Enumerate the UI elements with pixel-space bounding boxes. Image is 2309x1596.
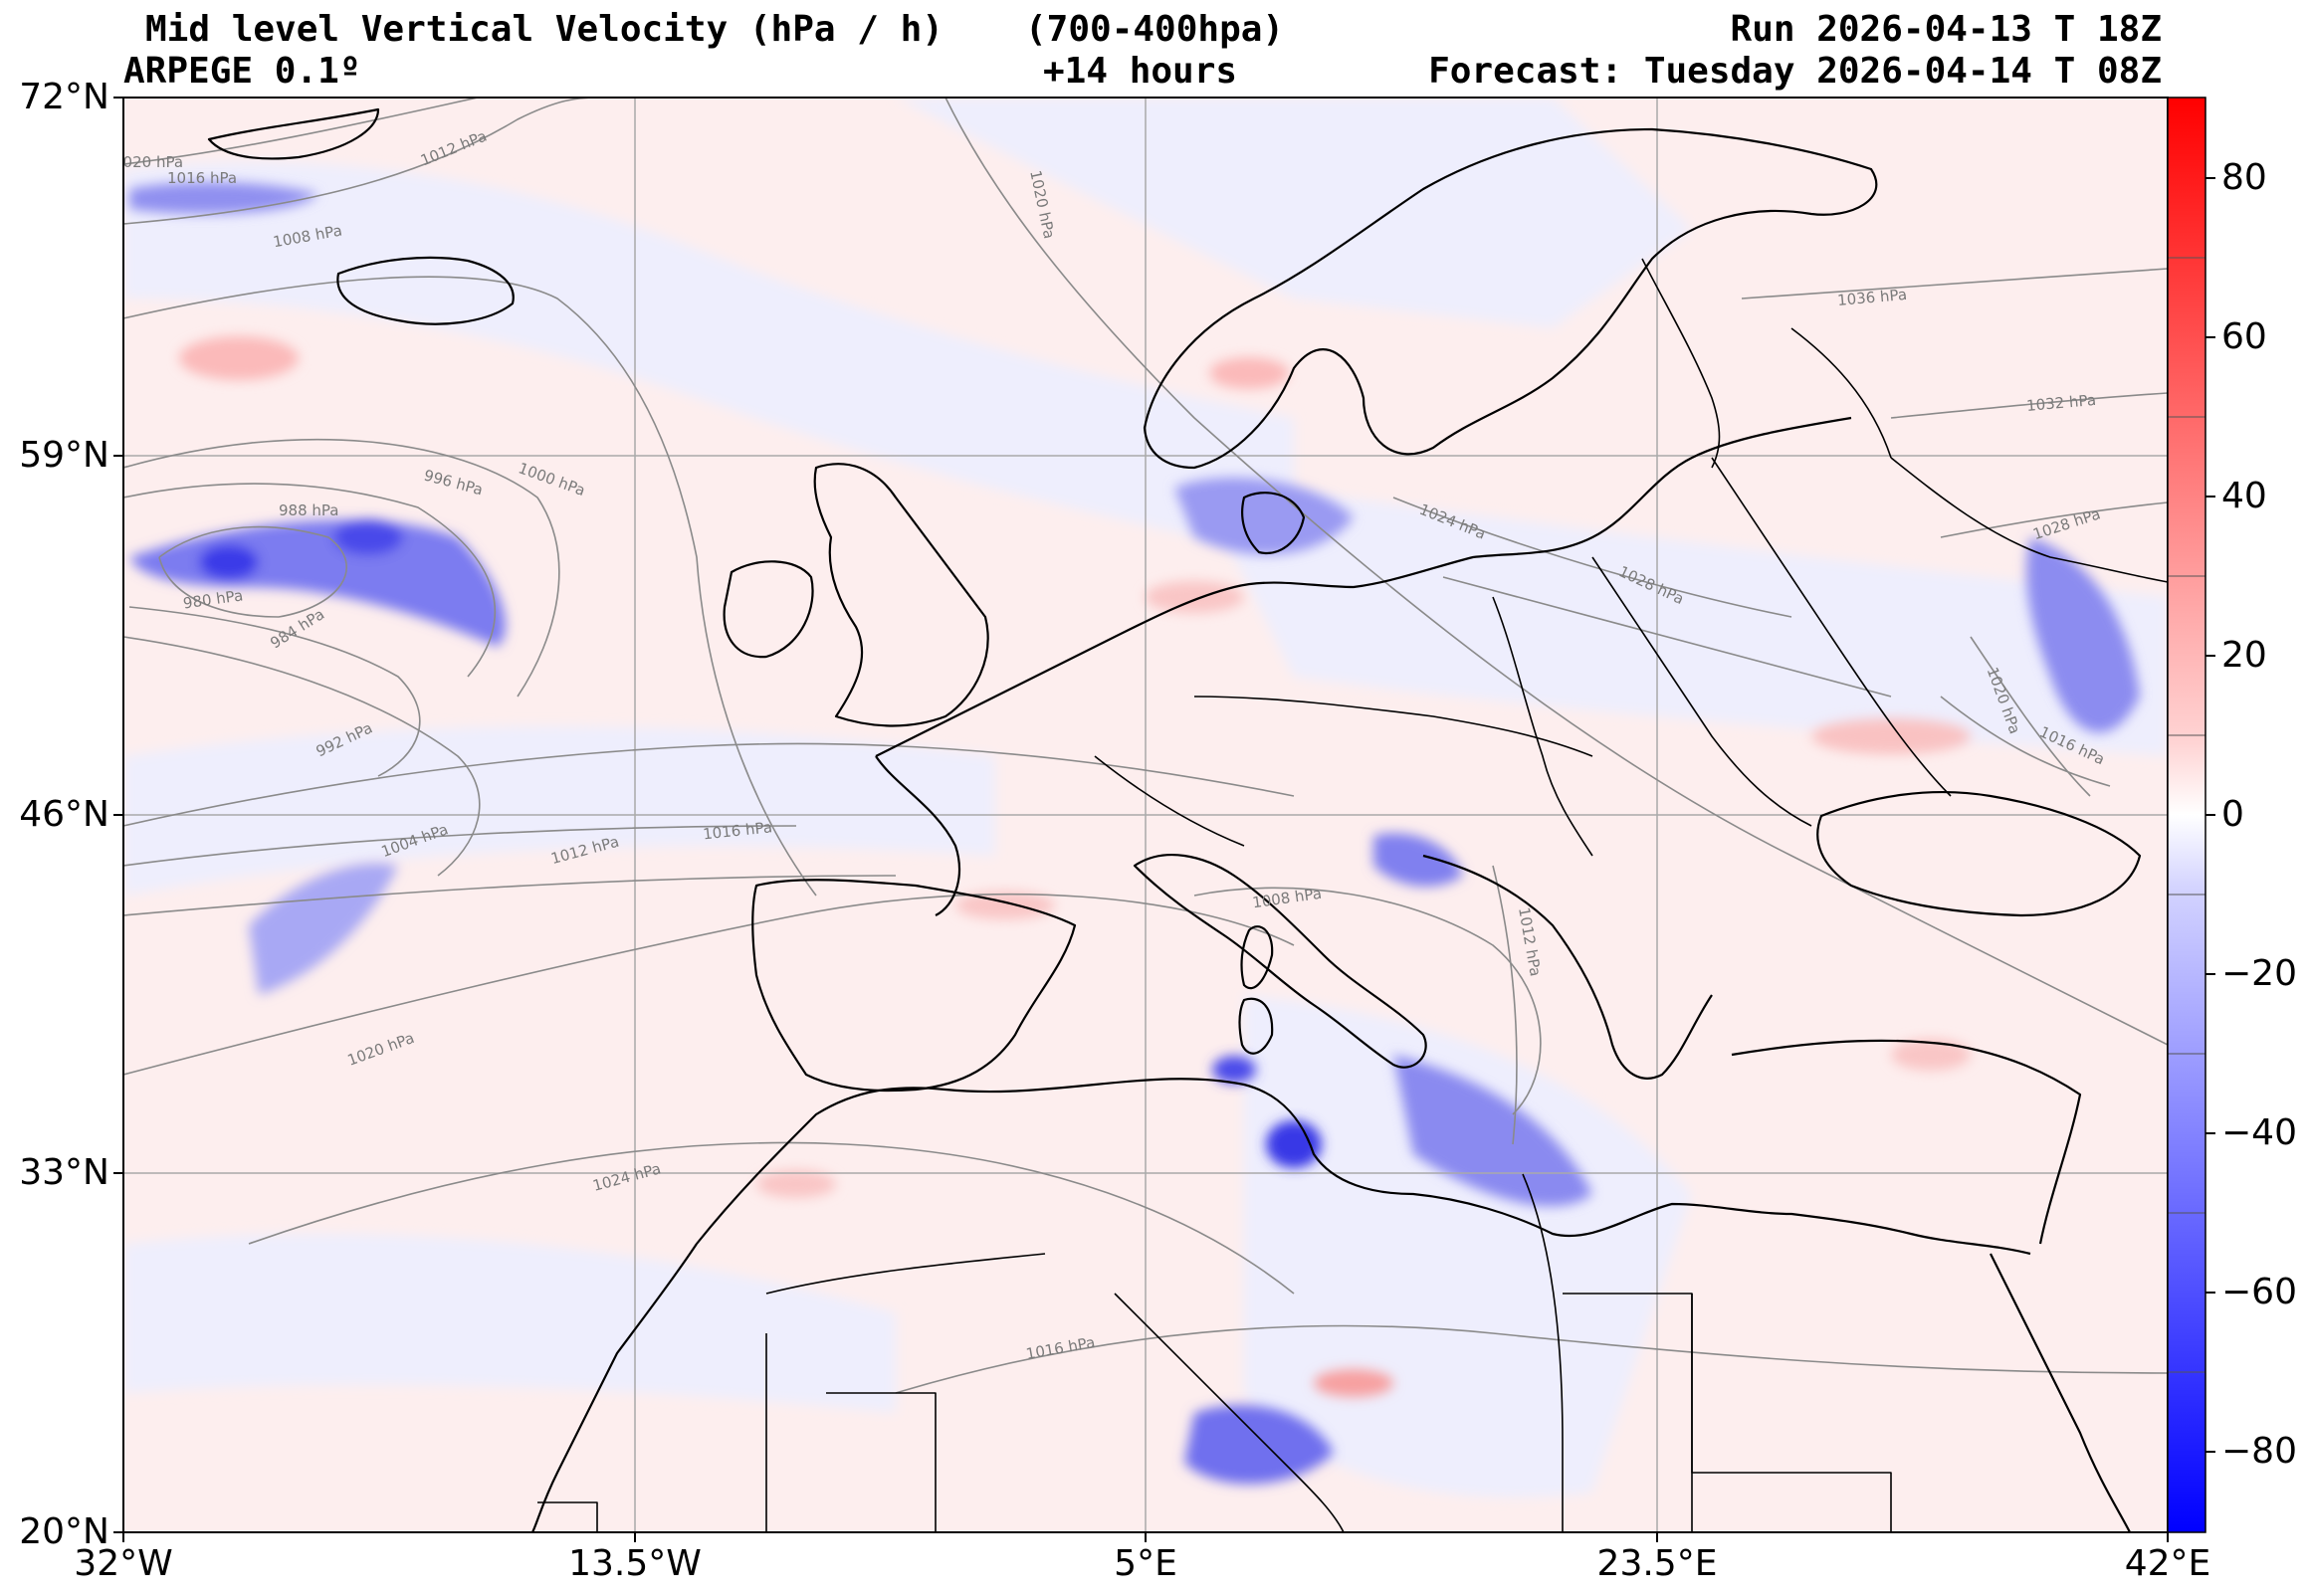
lon-label: 13.5°W — [568, 1543, 702, 1584]
run-time: Run 2026-04-13 T 18Z — [1730, 9, 2162, 50]
colorbar-label: −80 — [2221, 1431, 2297, 1472]
colorbar-label: −40 — [2221, 1112, 2297, 1153]
lon-label: 42°E — [2124, 1543, 2211, 1584]
lat-label: 20°N — [19, 1511, 109, 1552]
colorbar-label: 0 — [2221, 794, 2244, 835]
lon-label: 32°W — [74, 1543, 173, 1584]
axis-ticks — [113, 97, 2169, 1542]
colorbar-label: 20 — [2221, 635, 2267, 676]
lon-label: 5°E — [1114, 1543, 1177, 1584]
ascent-features — [129, 182, 2140, 1485]
model-name: ARPEGE 0.1º — [123, 51, 361, 92]
colorbar-label: −20 — [2221, 953, 2297, 994]
colorbar-bands — [2168, 257, 2205, 1373]
lat-label: 72°N — [19, 77, 109, 117]
colorbar-label: 40 — [2221, 476, 2267, 516]
lat-label: 46°N — [19, 794, 109, 835]
isobar-label: 1016 hPa — [167, 169, 237, 187]
coastlines — [207, 107, 2168, 1532]
lead-time: +14 hours — [1043, 51, 1238, 92]
colorbar-label: 80 — [2221, 157, 2267, 198]
lon-label: 23.5°E — [1596, 1543, 1718, 1584]
colorbar-label: 60 — [2221, 316, 2267, 357]
isobar-label: 1020 hPa — [113, 153, 183, 171]
forecast-time: Forecast: Tuesday 2026-04-14 T 08Z — [1428, 51, 2162, 92]
colorbar — [2167, 97, 2215, 1533]
isobar-label: 988 hPa — [279, 501, 338, 519]
lat-label: 33°N — [19, 1152, 109, 1193]
colorbar-gradient — [2168, 98, 2205, 1532]
map-area: 1020 hPa 1016 hPa 1012 hPa 1008 hPa 1020… — [113, 98, 2168, 1532]
descent-features — [179, 336, 1971, 1397]
chart-title: Mid level Vertical Velocity (hPa / h) — [145, 9, 944, 50]
pressure-levels: (700-400hpa) — [1025, 9, 1285, 50]
colorbar-label: −60 — [2221, 1272, 2297, 1312]
isobar-lines — [123, 98, 2168, 1394]
colorbar-ticks — [2205, 177, 2215, 1453]
lat-label: 59°N — [19, 435, 109, 476]
